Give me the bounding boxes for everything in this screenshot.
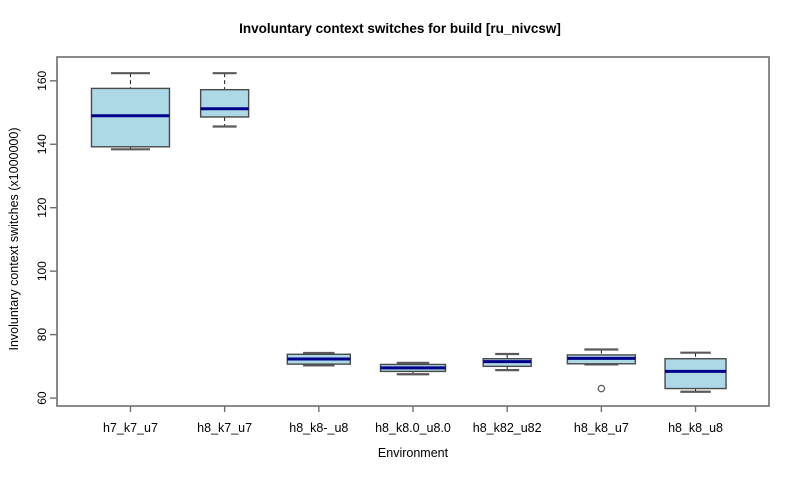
x-tick-label: h8_k82_u82: [473, 421, 542, 435]
x-tick-label: h8_k7_u7: [197, 421, 252, 435]
y-tick-label: 120: [35, 197, 49, 217]
y-tick-label: 80: [35, 328, 49, 342]
x-tick-label: h7_k7_u7: [103, 421, 158, 435]
iqr-box: [90, 87, 171, 148]
y-tick-label: 100: [35, 261, 49, 281]
iqr-box: [664, 358, 727, 390]
x-tick-label: h8_k8_u8: [668, 421, 723, 435]
chart-title: Involuntary context switches for build […: [239, 21, 561, 36]
outlier-point: [597, 384, 606, 393]
y-tick-label: 140: [35, 134, 49, 154]
y-tick-label: 60: [35, 391, 49, 405]
x-tick-label: h8_k8_u7: [574, 421, 629, 435]
iqr-box: [199, 88, 250, 118]
y-tick-label: 160: [35, 70, 49, 90]
x-tick-label: h8_k8-_u8: [289, 421, 348, 435]
x-axis-label: Environment: [377, 446, 449, 460]
x-tick-label: h8_k8.0_u8.0: [375, 421, 451, 435]
